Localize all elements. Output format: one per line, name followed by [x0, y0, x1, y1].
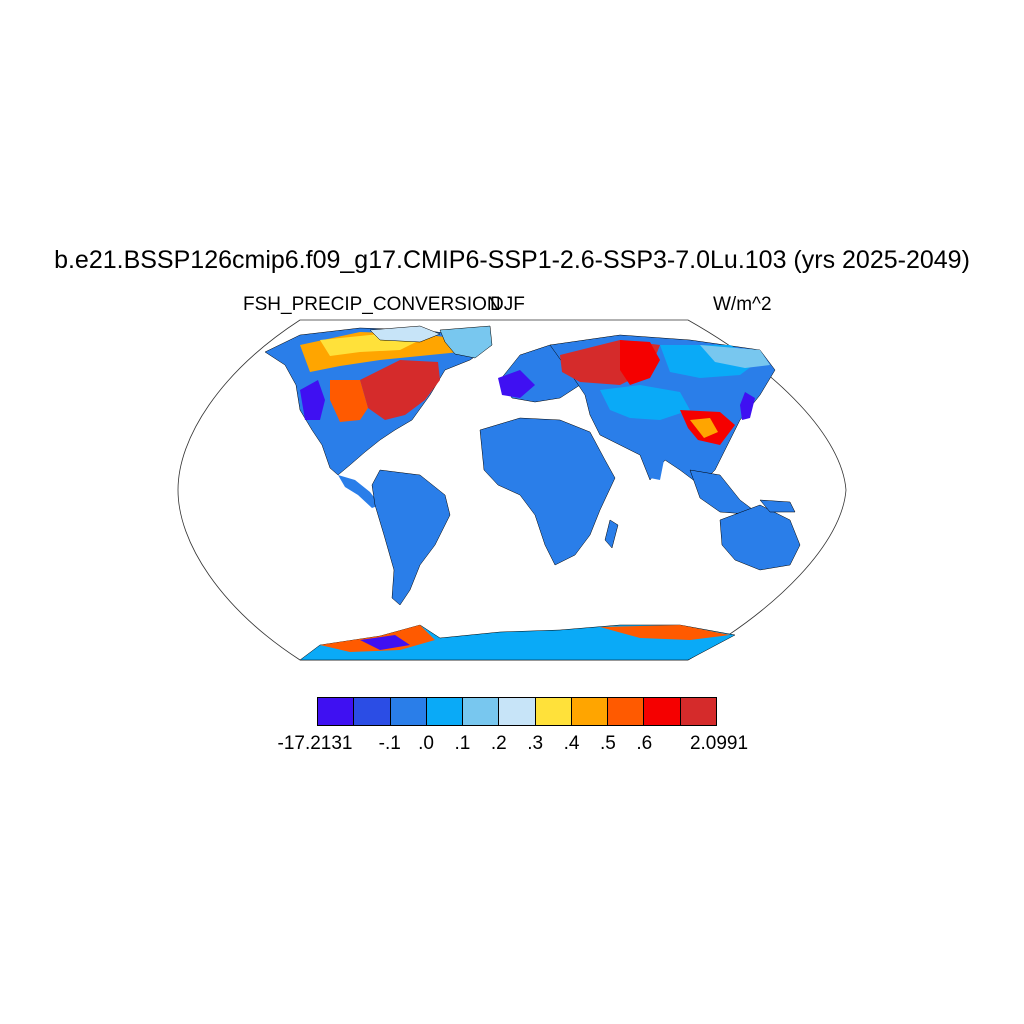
- japan: [740, 392, 755, 420]
- central-america: [338, 475, 380, 508]
- south-america: [371, 469, 451, 606]
- arctic-islands: [369, 325, 441, 343]
- north-america-west: [300, 380, 325, 420]
- north-america-central: [330, 380, 368, 422]
- colorbar-label: .0: [418, 733, 435, 754]
- colorbar-swatch: [679, 697, 717, 726]
- colorbar-label: .1: [454, 733, 471, 754]
- colorbar-swatch: [607, 697, 645, 726]
- europe-west: [498, 370, 535, 398]
- colorbar-label: -.1: [378, 733, 401, 754]
- colorbar-label: 2.0991: [689, 733, 749, 754]
- china-orange: [690, 418, 718, 438]
- central-asia: [600, 385, 690, 420]
- colorbar-swatch: [462, 697, 500, 726]
- colorbar: [317, 697, 717, 726]
- units-label: W/m^2: [713, 294, 772, 315]
- season-label: DJF: [490, 294, 525, 315]
- india: [640, 450, 665, 480]
- new-guinea: [759, 499, 796, 513]
- colorbar-label: .3: [527, 733, 544, 754]
- colorbar-labels: -17.2131 -.1 .0 .1 .2 .3 .4 .5 .6 2.0991: [0, 733, 1024, 757]
- north-america-east: [360, 360, 440, 420]
- colorbar-label: .2: [490, 733, 507, 754]
- greenland: [439, 325, 493, 359]
- colorbar-swatch: [534, 697, 572, 726]
- antarctica-edge-blue: [360, 635, 410, 650]
- madagascar: [604, 519, 619, 549]
- variable-name: FSH_PRECIP_CONVERSION: [243, 294, 501, 315]
- plot-title: b.e21.BSSP126cmip6.f09_g17.CMIP6-SSP1-2.…: [54, 246, 970, 274]
- colorbar-label: .5: [599, 733, 616, 754]
- russia-orange: [620, 340, 660, 385]
- colorbar-swatch: [389, 697, 427, 726]
- colorbar-swatch: [570, 697, 609, 726]
- colorbar-label: .4: [563, 733, 580, 754]
- far-east-light: [700, 345, 770, 368]
- africa: [479, 417, 616, 566]
- colorbar-swatch: [353, 697, 391, 726]
- colorbar-swatch: [425, 697, 464, 726]
- colorbar-swatch: [643, 697, 681, 726]
- colorbar-swatch: [317, 697, 355, 726]
- antarctica-east-edge: [600, 625, 730, 640]
- colorbar-swatch: [498, 697, 536, 726]
- colorbar-label: -17.2131: [277, 733, 353, 754]
- colorbar-label: .6: [636, 733, 653, 754]
